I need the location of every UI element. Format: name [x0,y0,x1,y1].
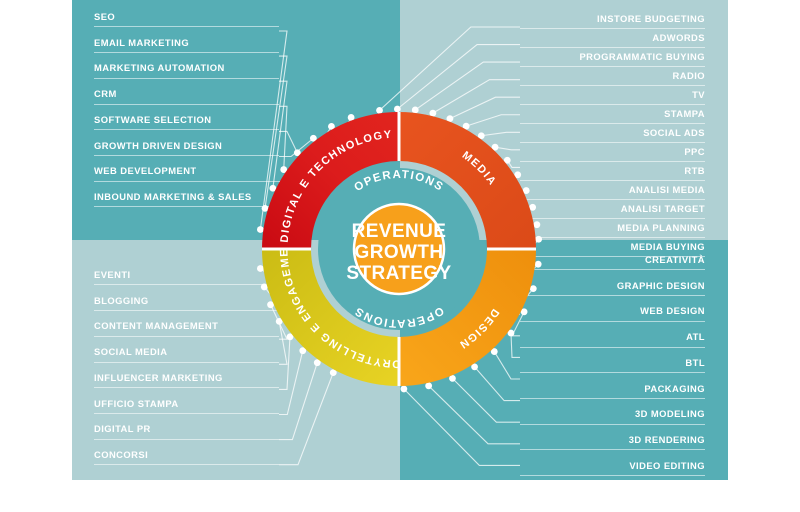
label-storytelling-item[interactable]: BLOGGING [94,295,279,312]
label-design-item[interactable]: BTL [520,357,705,374]
label-column-digital: SEO EMAIL MARKETING MARKETING AUTOMATION CR… [94,12,279,218]
label-digital-item[interactable]: EMAIL MARKETING [94,37,279,54]
segment-media [399,112,536,249]
label-design-item[interactable]: PACKAGING [520,383,705,399]
label-media-item[interactable]: SOCIAL ADS [520,128,705,144]
segment-storytelling [262,249,399,386]
segment-design [399,249,536,386]
label-media-item[interactable]: ADWORDS [520,33,705,49]
label-media-item[interactable]: MEDIA PLANNING [520,223,705,239]
label-digital-item[interactable]: INBOUND MARKETING & SALES [94,192,279,208]
label-design-item[interactable]: CREATIVITÀ [520,255,705,271]
label-storytelling-item[interactable]: INFLUENCER MARKETING [94,372,279,389]
label-column-media: INSTORE BUDGETING ADWORDS PROGRAMMATIC BUY… [520,14,705,261]
label-storytelling-item[interactable]: DIGITAL PR [94,424,279,440]
label-storytelling-item[interactable]: CONTENT MANAGEMENT [94,321,279,337]
label-design-item[interactable]: VIDEO EDITING [520,460,705,477]
label-storytelling-item[interactable]: UFFICIO STAMPA [94,398,279,414]
label-design-item[interactable]: ATL [520,332,705,348]
infographic-canvas: SEO EMAIL MARKETING MARKETING AUTOMATION CR… [72,0,728,480]
core-line-2: GROWTH [355,242,444,263]
label-storytelling-item[interactable]: SOCIAL MEDIA [94,347,279,363]
label-design-item[interactable]: 3D MODELING [520,409,705,425]
label-column-design: CREATIVITÀ GRAPHIC DESIGN WEB DESIGN ATL BTL… [520,255,705,512]
segment-dividers [262,112,536,386]
label-digital-item[interactable]: SEO [94,12,279,28]
core-disc [352,202,446,296]
revenue-growth-strategy-wheel: DIGITAL E TECHNOLOGY MEDIA DESIGN STORYT… [262,112,536,386]
label-design-item[interactable]: GRAPHIC DESIGN [520,280,705,297]
segment-digital [262,112,399,249]
label-media-item[interactable]: TV [520,90,705,106]
core-line-1: REVENUE [352,221,447,242]
label-storytelling-item[interactable]: CONCORSI [94,450,279,466]
label-media-item[interactable]: MEDIA BUYING [520,242,705,258]
label-digital-item[interactable]: MARKETING AUTOMATION [94,63,279,79]
label-digital-item[interactable]: WEB DEVELOPMENT [94,166,279,182]
label-digital-item[interactable]: CRM [94,89,279,105]
outer-ring [262,112,536,386]
label-digital-item[interactable]: GROWTH DRIVEN DESIGN [94,140,279,156]
label-media-item[interactable]: ANALISI TARGET [520,204,705,220]
label-digital-item[interactable]: SOFTWARE SELECTION [94,114,279,131]
core-line-3: STRATEGY [346,263,451,284]
label-media-item[interactable]: RADIO [520,71,705,87]
label-column-storytelling: EVENTI BLOGGING CONTENT MANAGEMENT SOCIAL M… [94,270,279,476]
label-storytelling-item[interactable]: EVENTI [94,270,279,286]
label-media-item[interactable]: RTB [520,166,705,182]
label-design-item[interactable]: 3D RENDERING [520,435,705,451]
label-media-item[interactable]: INSTORE BUDGETING [520,14,705,30]
label-design-item[interactable]: WEB DESIGN [520,306,705,322]
label-media-item[interactable]: PROGRAMMATIC BUYING [520,52,705,68]
label-media-item[interactable]: STAMPA [520,109,705,125]
label-media-item[interactable]: ANALISI MEDIA [520,185,705,201]
label-design-item[interactable]: USER EXPERIENCE [520,486,705,502]
label-media-item[interactable]: PPC [520,147,705,163]
core-text: REVENUE GROWTH STRATEGY [346,221,451,284]
